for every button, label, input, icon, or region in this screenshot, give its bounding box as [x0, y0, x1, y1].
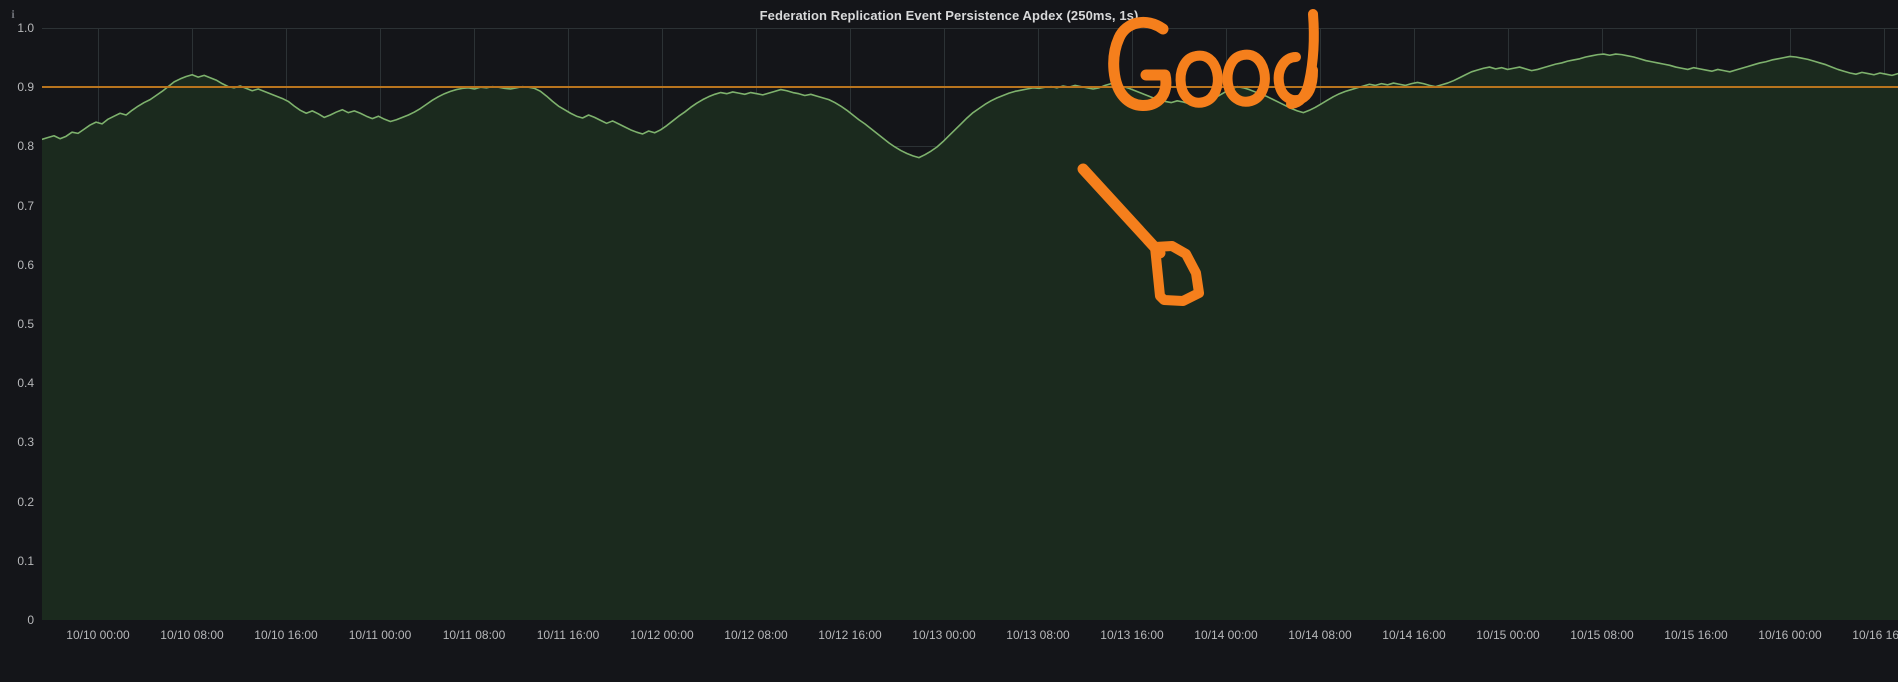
- x-axis: 10/10 00:00 10/10 08:00 10/10 16:00 10/11 0…: [42, 620, 1898, 648]
- y-tick-label: 0.8: [17, 139, 34, 154]
- x-tick-label: 10/12 08:00: [724, 628, 788, 642]
- x-tick-label: 10/12 00:00: [630, 628, 694, 642]
- y-tick-label: 0.2: [17, 494, 34, 509]
- x-tick-label: 10/10 00:00: [66, 628, 130, 642]
- x-tick-label: 10/14 00:00: [1194, 628, 1258, 642]
- x-tick-label: 10/11 16:00: [536, 628, 600, 642]
- x-tick-label: 10/16 00:00: [1758, 628, 1822, 642]
- y-tick-label: 0.5: [17, 317, 34, 331]
- plot-area[interactable]: [42, 28, 1898, 620]
- x-tick-label: 10/14 16:00: [1382, 628, 1446, 642]
- x-tick-label: 10/15 00:00: [1476, 628, 1540, 642]
- x-tick-label: 10/12 16:00: [818, 628, 882, 642]
- y-tick-label: 0.7: [17, 198, 34, 213]
- x-tick-label: 10/10 16:00: [254, 628, 318, 642]
- y-tick-label: 0.3: [17, 435, 34, 450]
- x-tick-label: 10/10 08:00: [160, 628, 224, 642]
- panel-title: Federation Replication Event Persistence…: [759, 8, 1139, 23]
- x-tick-label: 10/15 16:00: [1664, 628, 1728, 642]
- y-tick-label: 0.9: [17, 80, 34, 95]
- y-tick-label: 0.6: [17, 257, 34, 272]
- threshold-line: [42, 86, 1898, 89]
- x-tick-label: 10/13 16:00: [1100, 628, 1164, 642]
- x-tick-label: 10/16 16:00: [1852, 628, 1898, 642]
- y-tick-label: 0: [27, 613, 34, 627]
- horizontal-gridline: [42, 28, 1898, 29]
- chart-svg: [42, 53, 1898, 620]
- y-axis: 0 0.1 0.2 0.3 0.4 0.5 0.6 0.7 0.8 0.9 1.0: [0, 21, 42, 627]
- y-tick-label: 0.1: [17, 553, 34, 568]
- x-tick-label: 10/13 08:00: [1006, 628, 1070, 642]
- x-tick-label: 10/14 08:00: [1288, 628, 1352, 642]
- x-tick-label: 10/11 00:00: [348, 628, 412, 642]
- x-tick-label: 10/15 08:00: [1570, 628, 1634, 642]
- series-line: [42, 53, 1898, 159]
- y-tick-label: 0.4: [17, 376, 34, 391]
- info-icon[interactable]: i: [11, 7, 15, 21]
- y-tick-label: 1.0: [17, 21, 34, 35]
- x-tick-label: 10/13 00:00: [912, 628, 976, 642]
- chart-plot-wrapper: 0 0.1 0.2 0.3 0.4 0.5 0.6 0.7 0.8 0.9 1.0 10/10 00…: [0, 21, 1898, 648]
- series-area-fill: [42, 54, 1898, 620]
- x-tick-label: 10/11 08:00: [442, 628, 506, 642]
